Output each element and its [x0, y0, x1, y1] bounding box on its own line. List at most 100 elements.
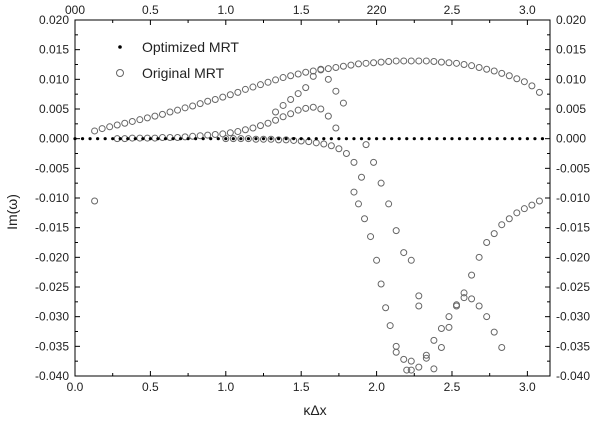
legend-label-optimized: Optimized MRT [142, 39, 239, 55]
optimized-mrt-point [194, 137, 198, 141]
optimized-mrt-point [171, 137, 175, 141]
original-mrt-point [370, 59, 378, 67]
original-mrt-point [385, 200, 393, 208]
optimized-mrt-point [337, 137, 341, 141]
original-mrt-point [237, 135, 245, 143]
y-axis-label: Im(ω) [4, 194, 20, 230]
original-mrt-point [367, 233, 375, 241]
y-tick-label: -0.010 [35, 191, 69, 205]
original-mrt-point [272, 116, 280, 124]
original-mrt-point [136, 116, 144, 124]
optimized-mrt-point [322, 137, 326, 141]
right-tick-label: -0.040 [556, 369, 590, 383]
original-mrt-point [244, 135, 252, 143]
original-mrt-point [377, 58, 385, 66]
y-tick-label: -0.005 [35, 161, 69, 175]
original-mrt-point [264, 78, 272, 86]
original-mrt-point [339, 99, 347, 107]
original-mrt-point [445, 323, 453, 331]
legend: Optimized MRT Original MRT [116, 39, 239, 81]
original-mrt-point [287, 96, 295, 104]
original-mrt-point [151, 112, 159, 120]
original-mrt-point [535, 197, 543, 205]
original-mrt-point [204, 131, 212, 139]
optimized-mrt-point [488, 137, 492, 141]
top-tick-label: 1.0 [217, 3, 234, 17]
original-mrt-point [196, 100, 204, 108]
optimized-mrt-point [427, 137, 431, 141]
original-mrt-point [373, 256, 381, 264]
y-axis-right: 0.020 0.015 0.010 0.005 0.000 -0.005 -0.010 -0.… [545, 13, 590, 383]
original-mrt-point [249, 83, 257, 91]
optimized-mrt-point [224, 137, 228, 141]
legend-label-original: Original MRT [142, 65, 225, 81]
optimized-mrt-point [359, 137, 364, 141]
x-tick-label: 2.0 [368, 380, 385, 394]
original-mrt-point [445, 59, 453, 67]
optimized-mrt-point [397, 137, 401, 141]
original-mrt-point [196, 132, 204, 140]
original-mrt-point [483, 239, 491, 246]
right-tick-label: -0.005 [556, 161, 590, 175]
x-axis-top: 000 0.5 1.0 1.5 220 2.5 3.0 [65, 3, 536, 25]
original-mrt-point [407, 256, 415, 264]
original-mrt-point [309, 103, 317, 111]
original-mrt-point [437, 344, 445, 352]
original-mrt-point [437, 58, 445, 66]
original-mrt-point [437, 325, 445, 333]
optimized-mrt-point [163, 137, 168, 141]
original-mrt-point [407, 57, 415, 65]
original-mrt-point [91, 127, 99, 135]
optimized-mrt-point [510, 137, 514, 141]
original-mrt-point [453, 59, 461, 67]
original-mrt-point [143, 114, 151, 122]
original-mrt-point [113, 121, 121, 129]
original-mrt-point [400, 355, 408, 363]
original-mrt-point [121, 119, 129, 127]
original-mrt-point [332, 124, 340, 132]
optimized-mrt-point [495, 137, 499, 141]
x-tick-label: 3.0 [519, 380, 536, 394]
original-mrt-point [272, 76, 280, 84]
original-mrt-point [256, 81, 264, 89]
original-mrt-point [475, 63, 483, 71]
original-mrt-point [166, 108, 174, 116]
optimized-mrt-point [118, 137, 122, 141]
original-mrt-point [181, 133, 189, 141]
optimized-mrt-point [457, 137, 462, 141]
original-mrt-point [320, 140, 328, 148]
original-mrt-point [219, 93, 227, 101]
original-mrt-point [468, 295, 476, 303]
original-mrt-point [460, 289, 468, 297]
right-tick-label: -0.035 [556, 339, 590, 353]
original-mrt-point [483, 65, 491, 73]
right-tick-label: 0.010 [556, 72, 586, 86]
optimized-mrt-point [276, 137, 281, 141]
original-mrt-point [332, 63, 340, 71]
original-mrt-point [249, 124, 257, 132]
original-mrt-point [324, 65, 332, 73]
optimized-mrt-point [186, 137, 190, 141]
top-tick-label: 000 [65, 3, 85, 17]
original-mrt-point [400, 249, 408, 257]
original-mrt-point [229, 135, 237, 143]
original-mrt-point [294, 70, 302, 78]
original-mrt-point [422, 57, 430, 65]
optimized-mrt-point [352, 137, 356, 141]
original-mrt-point [294, 90, 302, 98]
optimized-mrt-point [80, 137, 85, 141]
original-mrt-point [317, 65, 325, 73]
y-tick-label: -0.025 [35, 280, 69, 294]
original-mrt-point [490, 67, 498, 75]
x-axis-label: κΔx [303, 402, 326, 418]
original-mrt-point [475, 253, 483, 261]
optimized-mrt-point [261, 137, 266, 141]
original-mrt-point [317, 105, 325, 113]
original-mrt-point [475, 302, 483, 310]
original-mrt-point [91, 197, 99, 205]
optimized-mrt-point [178, 137, 183, 141]
original-mrt-point [370, 158, 378, 166]
original-mrt-point [335, 145, 343, 153]
original-mrt-point [350, 158, 358, 166]
series-layer [73, 57, 545, 374]
